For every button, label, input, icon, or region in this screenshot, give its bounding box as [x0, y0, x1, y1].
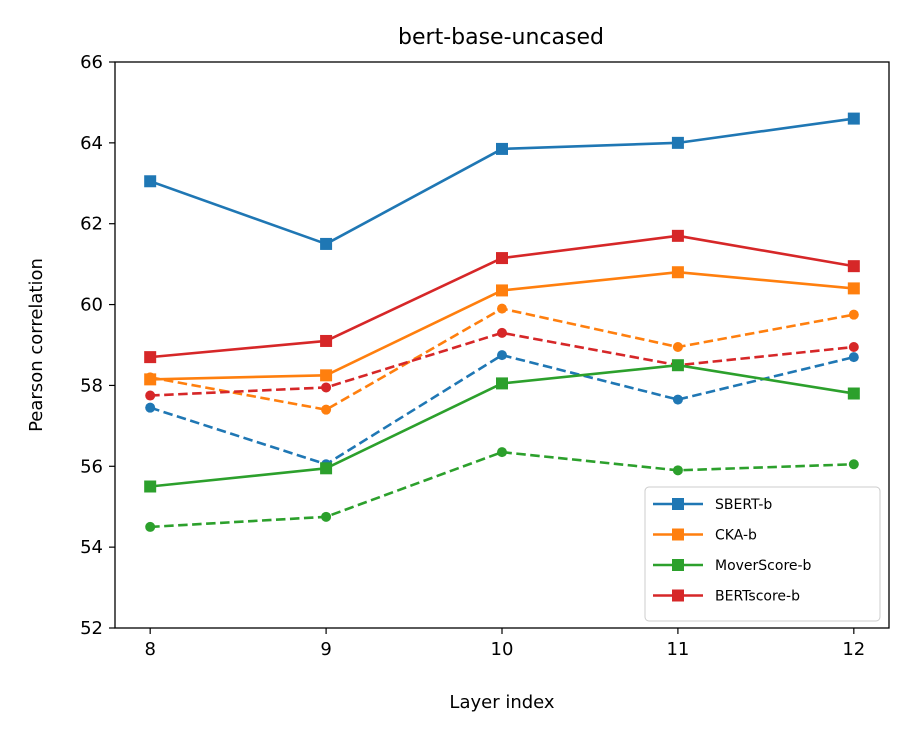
data-point-square [496, 142, 508, 155]
data-point-square [320, 462, 333, 475]
data-point-square [671, 136, 684, 149]
legend-swatch-marker [672, 498, 684, 510]
series-line [150, 331, 854, 397]
data-point-circle [672, 342, 683, 353]
data-point-circle [321, 382, 332, 393]
y-tick-label: 62 [80, 214, 103, 235]
data-point-square [320, 334, 333, 347]
series-line [148, 117, 856, 246]
data-point-square [320, 369, 333, 382]
x-tick-label: 8 [144, 639, 155, 660]
y-tick-label: 64 [80, 133, 103, 154]
data-point-square [847, 260, 860, 273]
legend-swatch-marker [672, 559, 684, 571]
data-point-circle [497, 350, 507, 361]
series-line [149, 353, 855, 466]
series-unlabeled-d62728-dashed [145, 327, 859, 401]
series-sbert-b [144, 112, 860, 250]
data-point-square [144, 351, 157, 364]
data-point-circle [321, 404, 332, 415]
chart-title: bert-base-uncased [398, 25, 604, 50]
data-point-square [671, 359, 684, 372]
data-point-circle [145, 390, 156, 401]
x-tick-label: 9 [320, 639, 331, 660]
data-point-square [847, 112, 860, 125]
series-moverscore-b [144, 359, 860, 493]
series-line [150, 450, 854, 529]
series-cka-b [144, 266, 860, 386]
data-point-square [144, 175, 157, 188]
data-point-circle [848, 352, 859, 363]
data-point-square [847, 282, 860, 295]
data-point-square [320, 237, 333, 250]
data-point-circle [848, 459, 859, 470]
data-point-square [144, 480, 157, 493]
data-point-square [671, 229, 684, 242]
x-axis-label: Layer index [449, 692, 555, 713]
data-point-square [496, 252, 508, 265]
data-point-circle [497, 327, 507, 338]
data-point-square [496, 377, 508, 390]
data-point-square [496, 284, 508, 297]
y-tick-label: 60 [80, 295, 103, 316]
y-tick-label: 54 [80, 537, 103, 558]
data-point-circle [848, 309, 859, 320]
y-tick-label: 52 [80, 618, 103, 639]
data-point-circle [497, 303, 507, 314]
data-point-circle [672, 465, 683, 476]
data-point-square [144, 373, 157, 386]
legend-swatch-marker [672, 528, 684, 541]
data-point-square [671, 266, 684, 279]
legend-label: BERTscore-b [715, 589, 800, 605]
y-tick-label: 56 [80, 456, 103, 477]
legend-swatch-marker [672, 589, 684, 602]
series-unlabeled-2ca02c-dashed [145, 447, 859, 532]
data-point-circle [145, 402, 156, 413]
legend-label: MoverScore-b [715, 558, 812, 574]
series-bertscore-b [144, 229, 860, 364]
data-point-circle [848, 342, 859, 353]
legend-box [644, 486, 881, 622]
legend-label: CKA-b [715, 528, 757, 544]
y-axis-label: Pearson correlation [26, 258, 47, 432]
x-tick-label: 11 [666, 639, 689, 660]
data-point-circle [672, 394, 683, 405]
data-point-circle [145, 521, 156, 532]
x-tick-label: 12 [842, 639, 865, 660]
data-point-circle [497, 447, 507, 458]
data-point-square [847, 387, 860, 400]
legend: SBERT-b CKA-b MoverScore-b BERTscore-b [644, 486, 881, 622]
data-point-circle [321, 511, 332, 522]
x-tick-label: 10 [491, 639, 514, 660]
legend-label: SBERT-b [715, 497, 772, 513]
y-tick-label: 58 [80, 375, 103, 396]
y-tick-label: 66 [80, 52, 103, 73]
